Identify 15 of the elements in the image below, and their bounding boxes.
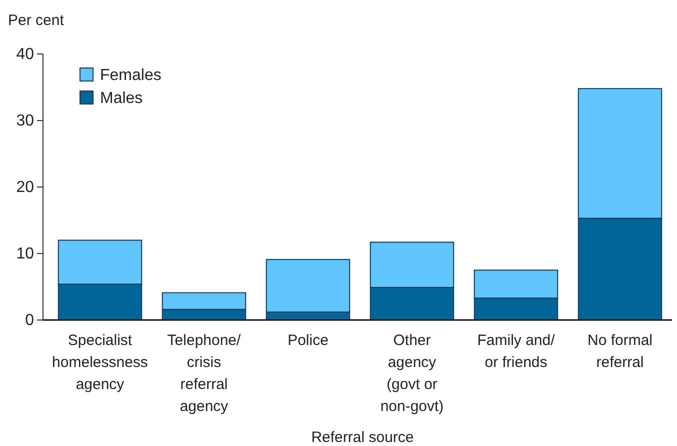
x-tick-label: Family and/ or friends: [477, 332, 556, 371]
x-tick-label: Other agency (govt or non-govt): [380, 332, 444, 415]
x-tick-label: Telephone/ crisis referral agency: [167, 332, 242, 415]
y-tick-label: 0: [25, 312, 34, 330]
y-tick-label: 10: [16, 246, 34, 263]
y-tick-label: 30: [16, 112, 34, 130]
y-axis-title: Per cent: [8, 12, 65, 29]
legend-label: Males: [100, 90, 143, 107]
y-tick-label: 40: [16, 46, 34, 64]
x-tick-label: Police: [288, 332, 328, 349]
legend-label: Females: [100, 67, 162, 84]
x-axis-title: Referral source: [311, 429, 414, 446]
x-tick-label: No formal referral: [587, 332, 653, 371]
x-tick-label: Specialist homelessness agency: [52, 332, 148, 393]
y-tick-label: 20: [16, 179, 34, 196]
